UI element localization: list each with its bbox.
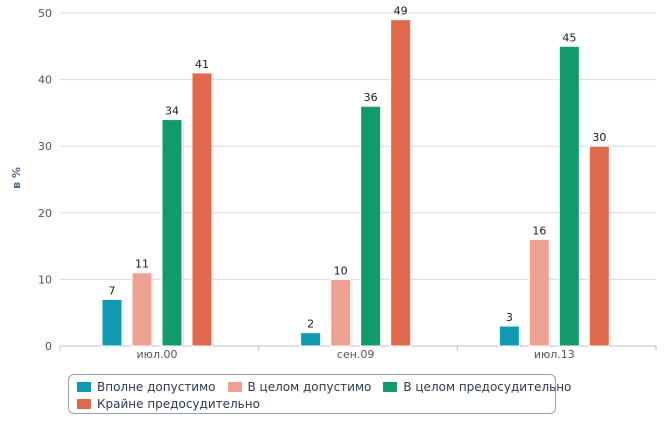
y-tick-label: 20 bbox=[38, 207, 52, 220]
legend-row-1: Вполне допустимо В целом допустимо В цел… bbox=[77, 378, 571, 395]
y-tick-label: 40 bbox=[38, 74, 52, 87]
data-labels: 7 11 34 41 2 10 36 49 3 16 45 30 bbox=[109, 5, 607, 331]
legend-label: В целом допустимо bbox=[247, 379, 372, 394]
bar[interactable] bbox=[161, 119, 183, 347]
legend-swatch bbox=[77, 381, 91, 392]
data-label: 41 bbox=[195, 58, 209, 71]
legend-swatch bbox=[383, 381, 398, 392]
y-tick-label: 0 bbox=[45, 340, 52, 353]
y-tick-label: 50 bbox=[38, 7, 52, 20]
data-label: 2 bbox=[307, 318, 314, 331]
x-tick-label: июл.00 bbox=[137, 348, 178, 361]
bar[interactable] bbox=[101, 298, 123, 347]
bar[interactable] bbox=[330, 278, 352, 347]
bar[interactable] bbox=[498, 325, 520, 347]
legend-swatch bbox=[227, 381, 242, 392]
bar[interactable] bbox=[191, 72, 213, 347]
bar[interactable] bbox=[528, 238, 550, 347]
data-label: 36 bbox=[364, 91, 378, 104]
data-label: 49 bbox=[394, 5, 408, 18]
bar[interactable] bbox=[131, 272, 153, 347]
data-label: 11 bbox=[135, 258, 149, 271]
data-label: 10 bbox=[334, 264, 348, 277]
bars bbox=[101, 19, 612, 348]
x-tick-label: июл.13 bbox=[534, 348, 575, 361]
x-tick-label: сен.09 bbox=[337, 348, 375, 361]
bar[interactable] bbox=[558, 45, 580, 347]
y-axis-label: в % bbox=[10, 167, 23, 189]
legend-label: Вполне допустимо bbox=[97, 379, 216, 394]
bar[interactable] bbox=[588, 145, 610, 347]
legend-label: В целом предосудительно bbox=[403, 379, 572, 394]
legend-item-kraine-predosuditelno[interactable]: Крайне предосудительно bbox=[77, 397, 260, 411]
legend: Вполне допустимо В целом допустимо В цел… bbox=[68, 374, 571, 414]
legend-swatch bbox=[77, 398, 91, 409]
data-label: 3 bbox=[506, 311, 513, 324]
legend-row-2: Крайне предосудительно bbox=[77, 395, 547, 412]
y-tick-label: 30 bbox=[38, 140, 52, 153]
y-tick-label: 10 bbox=[38, 273, 52, 286]
x-axis: июл.00 сен.09 июл.13 bbox=[59, 345, 657, 361]
data-label: 34 bbox=[165, 105, 179, 118]
bar[interactable] bbox=[300, 332, 322, 347]
legend-label: Крайне предосудительно bbox=[97, 396, 260, 411]
legend-item-v-celom-predosuditelno[interactable]: В целом предосудительно bbox=[383, 380, 571, 394]
data-label: 16 bbox=[532, 224, 546, 237]
legend-item-v-celom-dopustimo[interactable]: В целом допустимо bbox=[227, 379, 372, 394]
bar[interactable] bbox=[390, 19, 412, 347]
y-axis-ticks: 0 10 20 30 40 50 bbox=[38, 7, 52, 353]
legend-item-vpolne-dopustimo[interactable]: Вполне допустимо bbox=[77, 380, 216, 394]
bar[interactable] bbox=[360, 105, 382, 347]
data-label: 7 bbox=[109, 284, 116, 297]
data-label: 30 bbox=[592, 131, 606, 144]
data-label: 45 bbox=[562, 31, 576, 44]
